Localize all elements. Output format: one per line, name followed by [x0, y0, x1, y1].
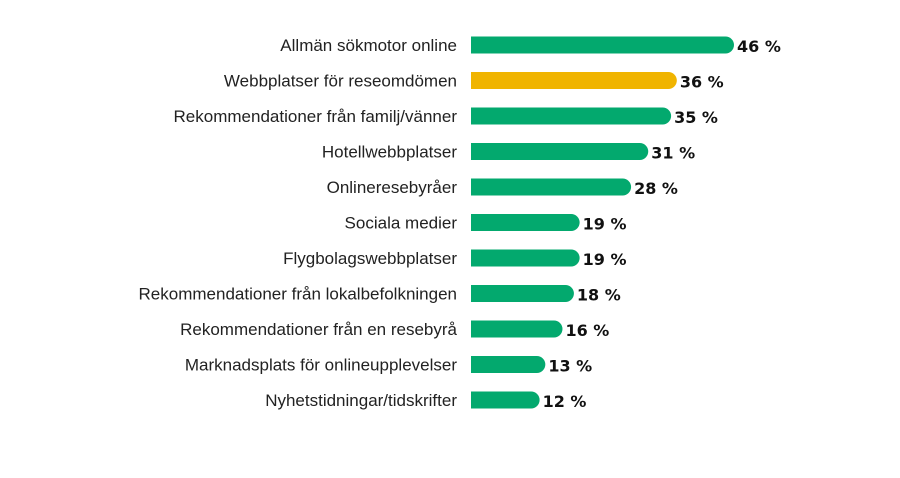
value-labels: 46 % 36 % 35 % 31 % 28 % 19 % 19 % 18 % 16 % 13 %… — [543, 37, 781, 411]
category-label: Allmän sökmotor online — [280, 36, 457, 55]
value-label: 13 % — [548, 357, 592, 376]
category-label: Nyhetstidningar/tidskrifter — [265, 391, 457, 410]
category-label: Marknadsplats för onlineupplevelser — [185, 356, 457, 375]
bar — [471, 214, 580, 231]
category-label: Hotellwebbplatser — [322, 143, 457, 162]
bar — [471, 36, 734, 54]
value-label: 16 % — [565, 321, 609, 340]
category-label: Rekommendationer från en resebyrå — [180, 320, 457, 339]
value-label: 28 % — [634, 179, 678, 198]
value-label: 31 % — [651, 144, 695, 163]
value-label: 36 % — [680, 73, 724, 92]
value-label: 35 % — [674, 108, 718, 127]
bar — [471, 143, 649, 160]
category-label: Rekommendationer från familj/vänner — [174, 107, 458, 126]
bar — [471, 285, 574, 302]
value-label: 18 % — [577, 286, 621, 305]
category-label: Sociala medier — [345, 214, 458, 233]
category-labels: Allmän sökmotor online Webbplatser för re… — [139, 36, 458, 410]
value-label: 12 % — [543, 392, 587, 411]
bar — [471, 107, 672, 125]
value-label: 19 % — [583, 215, 627, 234]
value-label: 46 % — [737, 37, 781, 56]
bar — [471, 178, 632, 196]
category-label: Onlineresebyråer — [327, 178, 458, 197]
category-label: Rekommendationer från lokalbefolkningen — [139, 285, 457, 304]
category-label: Webbplatser för reseomdömen — [224, 72, 457, 91]
bar — [471, 320, 563, 338]
value-label: 19 % — [583, 250, 627, 269]
bar — [471, 72, 677, 89]
bar — [471, 391, 540, 409]
bar — [471, 249, 580, 267]
bars-group — [471, 36, 734, 409]
bar — [471, 356, 546, 373]
category-label: Flygbolagswebbplatser — [283, 249, 457, 268]
